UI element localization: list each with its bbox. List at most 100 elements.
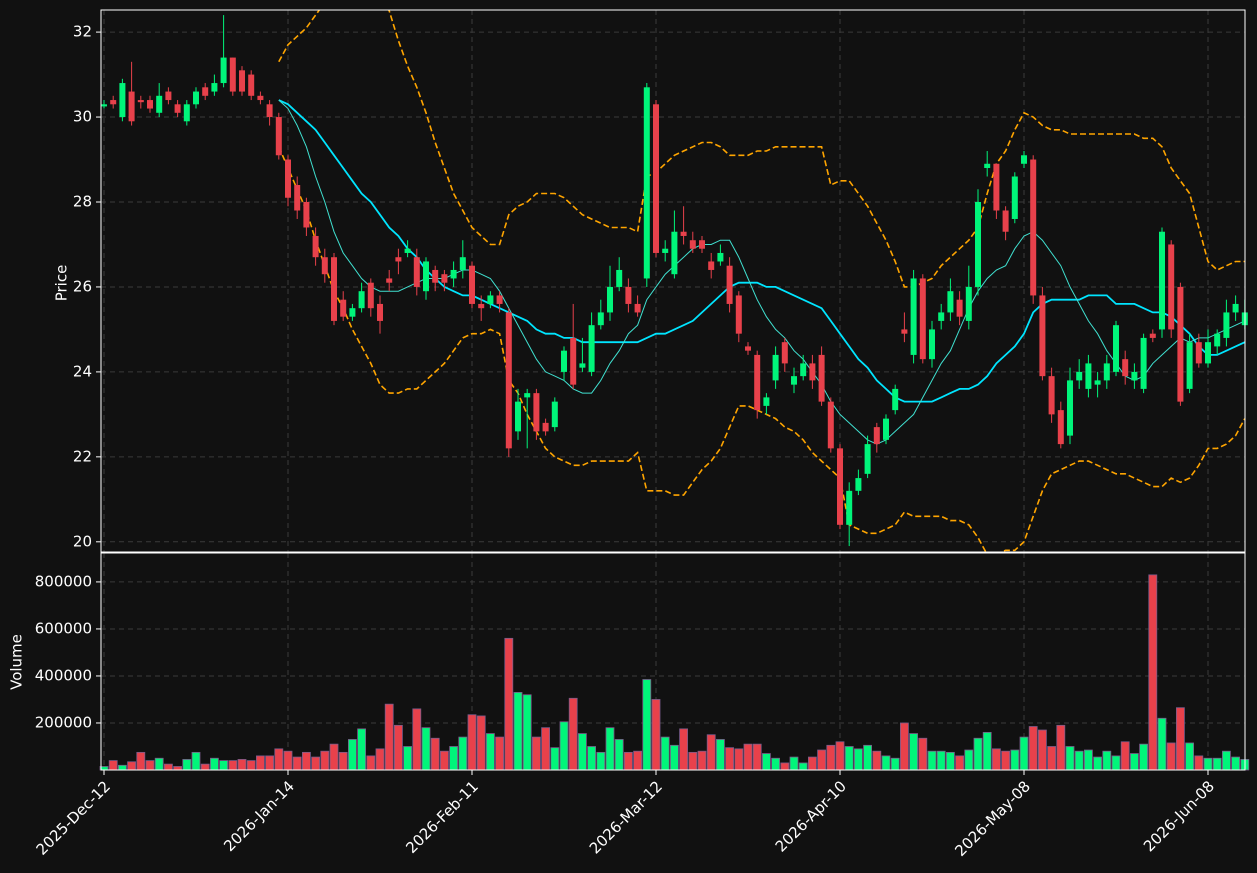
candle-body xyxy=(1140,337,1147,389)
candle-body xyxy=(321,257,328,275)
candle-body xyxy=(864,444,871,474)
candle-body xyxy=(515,401,521,432)
volume-bar xyxy=(808,756,817,771)
volume-bar xyxy=(439,750,449,771)
volume-bar xyxy=(320,750,330,771)
candle-body xyxy=(873,427,880,445)
candle-body xyxy=(275,117,282,156)
candle-body xyxy=(229,57,236,92)
volume-grid xyxy=(101,553,1245,770)
candle-body xyxy=(119,83,126,118)
candle-body xyxy=(1094,380,1101,385)
candle-body xyxy=(1030,159,1037,296)
candle-body xyxy=(432,269,439,283)
candle-body xyxy=(938,312,945,321)
volume-bar xyxy=(743,743,753,771)
volume-bar xyxy=(909,733,918,771)
volume-bar xyxy=(513,692,523,771)
overlay-line xyxy=(278,99,1245,445)
candle-body xyxy=(165,91,172,101)
volume-bar xyxy=(182,759,192,771)
volume-bar xyxy=(550,747,560,771)
candle-body xyxy=(901,329,908,334)
candle-body xyxy=(110,100,117,105)
candle-body xyxy=(459,257,466,270)
volume-bar xyxy=(357,728,367,771)
candle-body xyxy=(671,231,678,275)
volume-bar xyxy=(863,744,872,771)
candle-body xyxy=(708,261,715,270)
candle-body xyxy=(956,299,963,317)
volume-bar xyxy=(403,746,413,771)
candle-body xyxy=(1168,244,1175,330)
volume-bar xyxy=(283,750,293,771)
volume-bar xyxy=(430,737,440,771)
volume-bar xyxy=(255,755,265,771)
candle-body xyxy=(837,448,843,525)
candle-body xyxy=(331,257,337,321)
volume-bar xyxy=(485,733,495,771)
candle-body xyxy=(220,57,227,84)
volume-bar xyxy=(716,739,725,771)
y-tick-label: 26 xyxy=(73,277,92,295)
candle-body xyxy=(285,159,291,198)
overlay-line xyxy=(278,99,1245,403)
candle-body xyxy=(929,329,935,360)
candle-body xyxy=(1159,231,1165,330)
volume-bar xyxy=(651,699,661,771)
candle-body xyxy=(653,104,659,253)
candle-body xyxy=(101,104,107,107)
candle-body xyxy=(312,235,319,258)
volume-bar xyxy=(219,760,229,771)
volume-bar xyxy=(329,743,339,771)
candle-body xyxy=(772,354,779,381)
y-tick-label: 28 xyxy=(73,192,92,210)
volume-bar xyxy=(596,751,606,771)
volume-bar xyxy=(697,750,707,771)
candle-body xyxy=(147,100,153,109)
candle-body xyxy=(975,201,981,287)
volume-bar xyxy=(762,753,771,771)
volume-bar xyxy=(311,756,321,771)
candle-body xyxy=(1177,286,1184,402)
volume-bar xyxy=(467,714,477,771)
candle-body xyxy=(846,490,853,525)
candle-body xyxy=(174,104,181,113)
volume-bar xyxy=(495,736,505,771)
volume-bar xyxy=(927,750,937,771)
volume-bar xyxy=(660,736,670,771)
candle-body xyxy=(680,231,687,236)
y-tick-label: 200000 xyxy=(35,713,92,731)
candle-body xyxy=(367,282,374,309)
volume-bar xyxy=(1212,757,1222,771)
volume-bar xyxy=(522,694,532,771)
candle-body xyxy=(156,95,163,113)
candle-body xyxy=(745,346,751,351)
candle-body xyxy=(818,354,825,402)
candle-body xyxy=(358,291,365,309)
volume-bar xyxy=(835,741,845,771)
volume-bar xyxy=(1157,717,1167,771)
candle-body xyxy=(689,240,696,249)
volume-bar xyxy=(228,760,238,771)
volume-bar xyxy=(752,743,762,771)
candle-body xyxy=(1149,333,1156,338)
volume-bar xyxy=(826,744,836,771)
candle-body xyxy=(1011,176,1018,219)
volume-bar xyxy=(992,748,1001,771)
candle-body xyxy=(303,201,310,228)
y-tick-label: 30 xyxy=(73,108,92,126)
volume-bar xyxy=(964,749,974,771)
volume-bar xyxy=(1120,741,1130,771)
volume-bar xyxy=(1176,707,1185,771)
candle-body xyxy=(919,278,926,360)
volume-bar xyxy=(642,679,652,771)
volume-bar xyxy=(108,760,118,771)
candle-body xyxy=(340,299,347,317)
candle-body xyxy=(137,100,144,103)
candle-body xyxy=(377,303,383,321)
volume-bar xyxy=(1047,746,1056,771)
y-tick-label: 32 xyxy=(73,23,92,41)
candle-body xyxy=(1048,376,1055,415)
